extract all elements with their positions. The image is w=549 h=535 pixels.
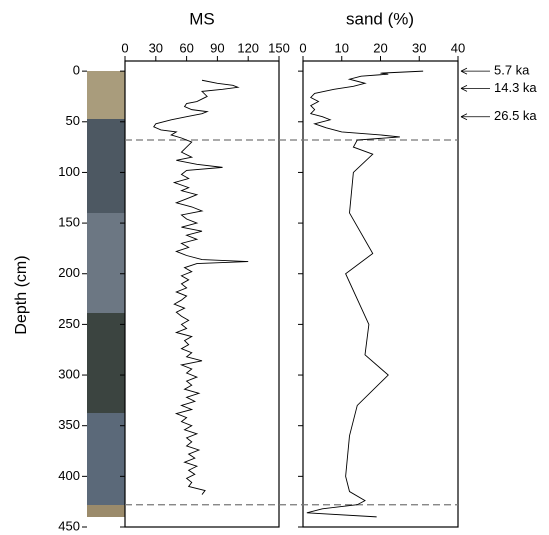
data-line (153, 79, 249, 495)
panel-title: MS (189, 9, 215, 28)
y-tick-label: 450 (58, 518, 80, 533)
y-tick-label: 100 (58, 164, 80, 179)
panel-frame (124, 60, 280, 528)
y-tick-label: 300 (58, 366, 80, 381)
x-tick-label: 40 (451, 40, 465, 55)
y-tick-label: 400 (58, 468, 80, 483)
annotation: 26.5 ka (494, 108, 537, 123)
x-tick-label: 0 (121, 40, 128, 55)
y-tick-label: 0 (73, 63, 80, 78)
y-tick-label: 250 (58, 316, 80, 331)
x-tick-label: 60 (179, 40, 193, 55)
x-tick-label: 30 (149, 40, 163, 55)
y-tick-label: 200 (58, 265, 80, 280)
x-tick-label: 0 (299, 40, 306, 55)
x-tick-label: 20 (373, 40, 387, 55)
arrow-head (460, 84, 468, 92)
annotation: 14.3 ka (494, 80, 537, 95)
x-tick-label: 90 (210, 40, 224, 55)
x-tick-label: 150 (268, 40, 290, 55)
arrow-head (460, 113, 468, 121)
x-tick-label: 30 (412, 40, 426, 55)
core-photo (87, 71, 125, 517)
panel-frame (302, 60, 459, 528)
y-tick-label: 50 (66, 113, 80, 128)
y-axis-label: Depth (cm) (13, 255, 30, 334)
x-tick-label: 120 (237, 40, 259, 55)
y-tick-label: 350 (58, 417, 80, 432)
panel-title: sand (%) (346, 9, 414, 28)
data-line (306, 70, 424, 518)
x-tick-label: 10 (335, 40, 349, 55)
y-tick-label: 150 (58, 215, 80, 230)
arrow-head (460, 67, 468, 75)
annotation: 5.7 ka (494, 63, 530, 78)
